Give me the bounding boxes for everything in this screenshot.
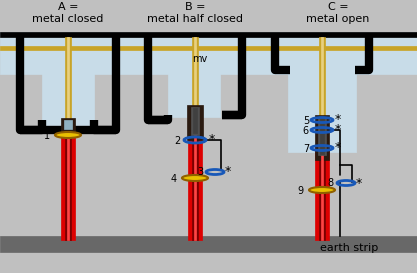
- Text: earth strip: earth strip: [320, 243, 378, 253]
- Bar: [315, 145, 329, 240]
- Bar: [192, 37, 198, 185]
- Bar: [65, 37, 71, 167]
- Ellipse shape: [182, 175, 208, 181]
- Bar: [168, 37, 220, 117]
- Bar: [315, 115, 329, 160]
- Bar: [67, 132, 69, 240]
- Bar: [188, 130, 202, 240]
- Bar: [288, 37, 356, 152]
- Bar: [321, 37, 323, 195]
- Bar: [318, 117, 326, 155]
- Ellipse shape: [309, 187, 335, 193]
- Text: 1: 1: [44, 131, 50, 141]
- Text: *: *: [209, 133, 215, 147]
- Bar: [193, 108, 197, 133]
- Bar: [192, 130, 198, 240]
- Text: 7: 7: [303, 144, 309, 154]
- Bar: [194, 130, 196, 240]
- Bar: [64, 120, 72, 129]
- Text: mv: mv: [192, 54, 207, 64]
- Text: *: *: [356, 177, 362, 189]
- Text: 9: 9: [298, 186, 304, 196]
- Text: 8: 8: [328, 178, 334, 188]
- Bar: [0, 32, 417, 74]
- Text: 3: 3: [197, 167, 203, 177]
- Text: B =
metal half closed: B = metal half closed: [147, 2, 243, 23]
- Text: 4: 4: [171, 174, 177, 184]
- Text: *: *: [335, 123, 341, 136]
- Bar: [61, 118, 75, 132]
- Text: *: *: [225, 165, 231, 179]
- Bar: [0, 236, 417, 252]
- Bar: [194, 37, 196, 185]
- Text: *: *: [335, 141, 341, 155]
- Bar: [320, 118, 324, 154]
- Text: A =
metal closed: A = metal closed: [32, 2, 104, 23]
- Bar: [61, 132, 75, 240]
- Bar: [321, 145, 323, 240]
- Text: 5: 5: [303, 116, 309, 126]
- Bar: [319, 145, 325, 240]
- Text: 6: 6: [303, 126, 309, 136]
- Bar: [67, 37, 69, 167]
- Text: *: *: [335, 114, 341, 126]
- Text: C =
metal open: C = metal open: [306, 2, 370, 23]
- Bar: [191, 107, 199, 135]
- Text: 2: 2: [175, 136, 181, 146]
- Bar: [65, 132, 71, 240]
- Bar: [0, 32, 417, 37]
- Ellipse shape: [55, 132, 81, 138]
- Bar: [0, 46, 417, 50]
- Bar: [187, 105, 203, 140]
- Bar: [42, 37, 94, 125]
- Bar: [319, 37, 325, 195]
